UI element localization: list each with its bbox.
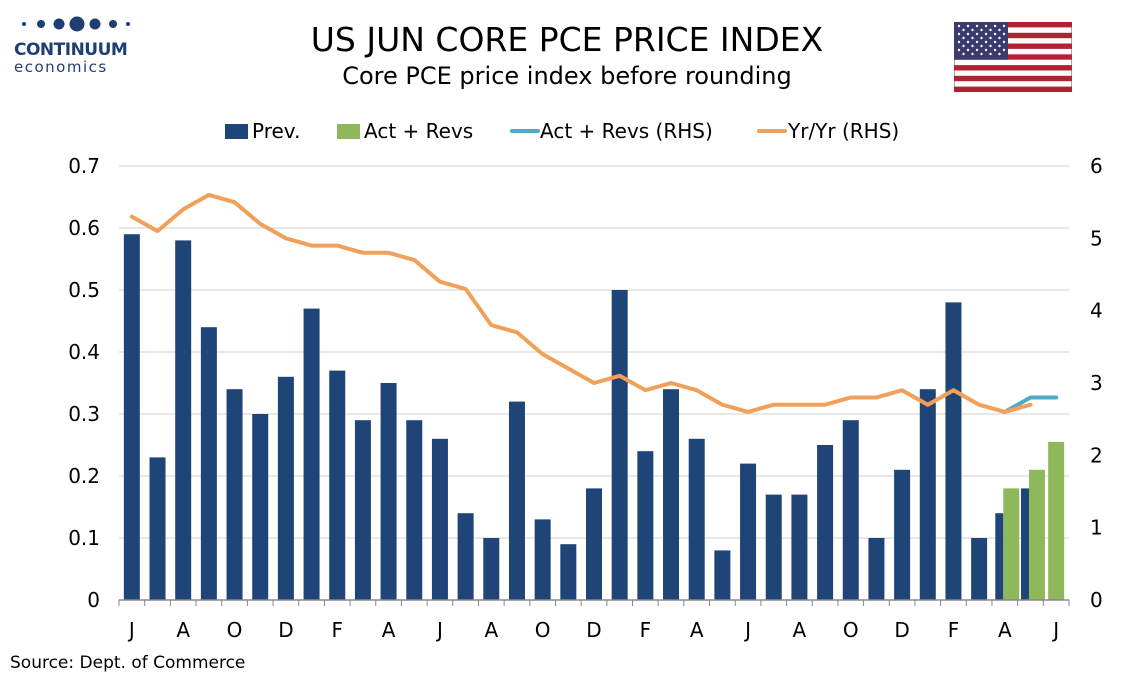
logo: CONTINUUM economics xyxy=(14,14,134,76)
x-tick-label: A xyxy=(998,618,1012,642)
bar-prev xyxy=(919,389,936,600)
legend-label: Act + Revs xyxy=(364,119,473,143)
bar-prev xyxy=(226,389,243,600)
us-flag-icon xyxy=(954,22,1072,92)
y-left-tick-label: 0 xyxy=(87,588,100,612)
legend-label: Yr/Yr (RHS) xyxy=(787,119,899,143)
y-left-tick-label: 0.5 xyxy=(68,278,100,302)
y-right-tick-label: 1 xyxy=(1090,516,1103,540)
y-right-tick-label: 3 xyxy=(1090,371,1103,395)
line-act-revs-rhs xyxy=(1002,395,1059,414)
legend-label: Act + Revs (RHS) xyxy=(540,119,713,143)
legend-label: Prev. xyxy=(252,119,300,143)
bar-prev xyxy=(1020,488,1029,600)
y-left-tick-label: 0.4 xyxy=(68,340,100,364)
x-tick-label: D xyxy=(586,618,601,642)
bar-prev xyxy=(149,457,166,600)
legend-swatch xyxy=(225,124,248,139)
x-tick-label: J xyxy=(1051,618,1059,642)
y-left-tick-label: 0.1 xyxy=(68,526,100,550)
bar-prev xyxy=(123,234,140,600)
bar-prev xyxy=(431,438,448,600)
x-tick-label: A xyxy=(176,618,190,642)
bar-prev xyxy=(995,513,1004,600)
bar-prev xyxy=(868,538,885,600)
bar-act-revs xyxy=(1003,488,1020,600)
y-left-tick-label: 0.7 xyxy=(68,154,100,178)
bar-prev xyxy=(714,550,731,600)
bar-prev xyxy=(560,544,577,600)
bar-prev xyxy=(508,401,525,600)
logo-subtitle: economics xyxy=(14,58,108,76)
x-tick-label: J xyxy=(127,618,135,642)
x-tick-label: D xyxy=(278,618,293,642)
bar-prev xyxy=(303,308,320,600)
x-tick-label: O xyxy=(535,618,551,642)
x-tick-label: F xyxy=(640,618,652,642)
chart-title: US JUN CORE PCE PRICE INDEX xyxy=(310,20,824,59)
y-right-tick-label: 6 xyxy=(1090,154,1103,178)
bar-prev xyxy=(483,538,500,600)
bar-prev xyxy=(252,414,269,600)
x-tick-label: A xyxy=(793,618,807,642)
bar-prev xyxy=(817,445,834,600)
y-right-tick-label: 2 xyxy=(1090,443,1103,467)
y-left-tick-label: 0.6 xyxy=(68,216,100,240)
legend-swatch xyxy=(337,124,360,139)
bar-prev xyxy=(534,519,551,600)
bar-prev xyxy=(277,376,294,600)
x-tick-label: F xyxy=(331,618,343,642)
x-tick-label: J xyxy=(743,618,751,642)
logo-dots-icon xyxy=(22,16,130,32)
bar-prev xyxy=(200,327,217,600)
bar-act-revs xyxy=(1028,469,1045,600)
bar-prev xyxy=(380,383,397,600)
bar-prev xyxy=(663,389,680,600)
x-tick-label: A xyxy=(690,618,704,642)
x-tick-label: F xyxy=(948,618,960,642)
chart-subtitle: Core PCE price index before rounding xyxy=(342,62,792,90)
x-tick-label: O xyxy=(843,618,859,642)
bar-prev xyxy=(329,370,346,600)
bar-prev xyxy=(586,488,602,600)
x-tick-label: D xyxy=(894,618,909,642)
bar-prev xyxy=(971,538,988,600)
y-left-tick-label: 0.3 xyxy=(68,402,100,426)
x-tick-label: A xyxy=(382,618,396,642)
y-left-tick-label: 0.2 xyxy=(68,464,100,488)
bar-prev xyxy=(175,240,192,600)
x-tick-label: J xyxy=(435,618,443,642)
bar-prev xyxy=(688,438,705,600)
source-note: Source: Dept. of Commerce xyxy=(10,653,246,673)
bar-act-revs xyxy=(1048,441,1065,600)
bar-prev xyxy=(765,494,782,600)
bar-prev xyxy=(945,302,962,600)
x-tick-label: O xyxy=(227,618,243,642)
logo-name: CONTINUUM xyxy=(14,40,128,60)
y-right-tick-label: 0 xyxy=(1090,588,1103,612)
bar-prev xyxy=(894,469,911,600)
x-tick-label: A xyxy=(484,618,498,642)
y-right-tick-label: 5 xyxy=(1090,226,1103,250)
bar-prev xyxy=(740,463,757,600)
bar-prev xyxy=(637,451,654,600)
line-yoy-rhs xyxy=(129,192,1033,414)
bar-prev xyxy=(791,494,808,600)
bar-prev xyxy=(457,513,474,600)
bar-prev xyxy=(842,420,859,600)
bar-prev xyxy=(406,420,423,600)
y-right-tick-label: 4 xyxy=(1090,299,1103,323)
bar-prev xyxy=(611,290,628,600)
bar-prev xyxy=(354,420,371,600)
